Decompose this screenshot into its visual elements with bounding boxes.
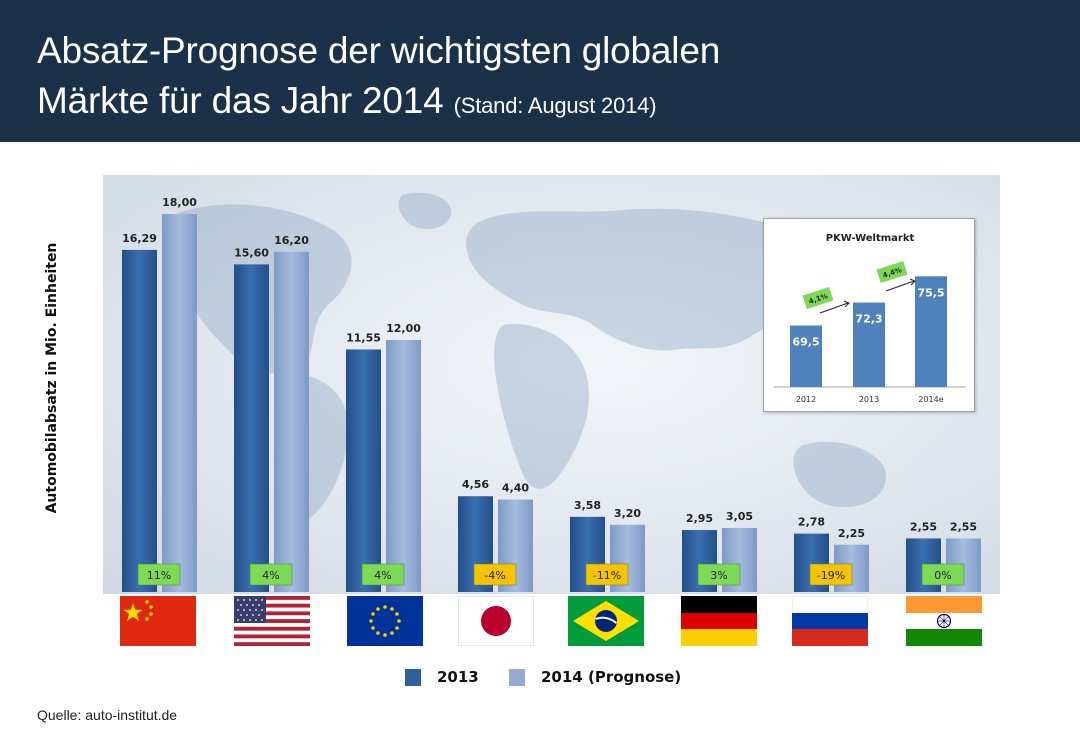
flag-brazil-icon [568,596,644,646]
inset-category-label-2013: 2013 [859,395,879,404]
growth-label-eu: 4% [374,569,391,582]
growth-label-usa: 4% [262,569,279,582]
value-label-2014-china: 18,00 [162,196,197,209]
inset-growth-badge-1 [876,261,908,283]
inset-arrow-head-2 [909,278,916,286]
inset-title: PKW-Weltmarkt [825,233,915,244]
legend-label-2014: 2014 (Prognose) [541,668,682,686]
world-market-inset: PKW-Weltmarkt 69,5 2012 72,3 2013 75,5 2014e 4… [763,218,975,412]
value-label-2014-indien: 2,55 [950,520,977,533]
value-label-2014-eu: 12,00 [386,322,421,335]
bar-2013-usa [234,264,269,592]
header-banner: Absatz-Prognose der wichtigsten globalen… [0,0,1080,142]
source-value: auto-institut.de [85,707,178,723]
flag-eu-icon [347,596,423,646]
inset-category-label-2014e: 2014e [918,395,943,404]
flag-usa-icon [234,596,310,646]
source-note: Quelle: auto-institut.de [37,707,177,723]
value-label-2013-indien: 2,55 [910,520,937,533]
source-label: Quelle: [37,707,82,723]
value-label-2014-japan: 4,40 [502,482,529,495]
chart-title-line-2: Märkte für das Jahr 2014 (Stand: August … [37,80,657,122]
legend-swatch-2013 [405,669,421,686]
value-label-2013-eu: 11,55 [346,331,381,344]
flag-germany-icon [681,596,757,646]
chart-title-note: (Stand: August 2014) [453,93,657,118]
inset-category-label-2012: 2012 [796,395,816,404]
value-label-2013-china: 16,29 [122,232,157,245]
chart-title-main: Märkte für das Jahr 2014 [37,80,444,121]
inset-arrow-2 [885,280,915,292]
growth-label-deutschland: 3% [710,569,727,582]
flag-china-icon [120,596,196,646]
growth-badge-indien [921,563,965,586]
bars-layer: 16,29 18,00 11% 15,60 16,20 4% 11,55 12,00 4% 4,5… [122,196,981,593]
bar-2014-usa [274,251,309,593]
legend-swatch-2014 [509,669,525,686]
y-axis-label: Automobilabsatz in Mio. Einheiten [44,242,60,514]
inset-arrow-head-1 [843,300,850,308]
value-label-2014-usa: 16,20 [274,234,309,247]
flag-russia-icon [792,596,868,646]
growth-label-russland: -19% [817,569,845,582]
bar-2013-china [122,249,157,592]
growth-label-brasilien: -11% [593,569,621,582]
value-label-2013-russland: 2,78 [798,516,825,529]
value-label-2014-deutschland: 3,05 [726,510,753,523]
growth-label-china: 11% [147,569,171,582]
inset-bar-2013 [853,302,885,387]
growth-badge-eu [361,563,405,586]
growth-badge-japan [473,563,517,586]
legend-label-2013: 2013 [437,668,479,686]
inset-growth-badge-0 [802,287,834,309]
inset-value-label-2012: 69,5 [792,336,819,349]
flag-japan-icon [458,596,534,646]
value-label-2013-usa: 15,60 [234,246,269,259]
bar-2013-eu [346,349,381,592]
flag-india-icon [906,596,982,646]
growth-badge-usa [249,563,293,586]
growth-badge-brasilien [585,563,629,586]
value-label-2014-russland: 2,25 [838,527,865,540]
growth-badge-russland [809,563,853,586]
inset-arrow-1 [819,302,849,314]
growth-badge-deutschland [697,563,741,586]
growth-label-japan: -4% [484,569,505,582]
value-label-2013-brasilien: 3,58 [574,499,601,512]
chart-title-line-1: Absatz-Prognose der wichtigsten globalen [37,30,721,71]
growth-badge-china [137,563,181,586]
inset-value-label-2014e: 75,5 [917,286,944,299]
value-label-2013-deutschland: 2,95 [686,512,713,525]
growth-label-indien: 0% [934,569,951,582]
inset-bar-2014e [915,276,947,387]
bar-2014-china [162,214,197,592]
bar-2014-eu [386,340,421,592]
inset-value-label-2013: 72,3 [855,313,882,326]
inset-bar-2012 [790,325,822,387]
value-label-2013-japan: 4,56 [462,478,489,491]
value-label-2014-brasilien: 3,20 [614,507,641,520]
